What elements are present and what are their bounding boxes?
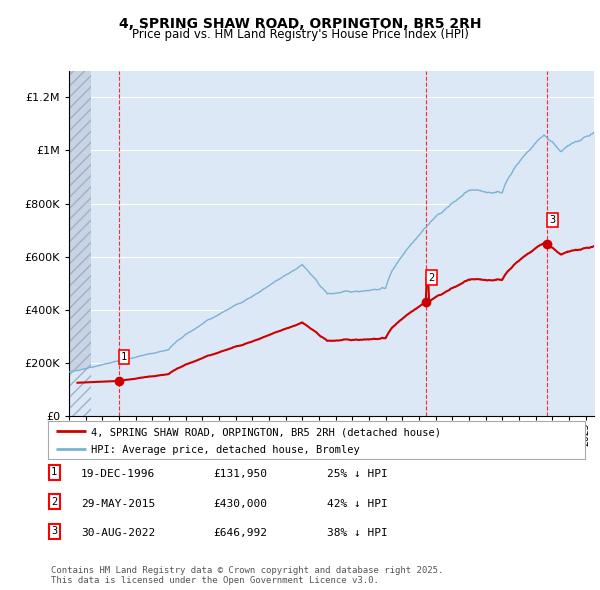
Text: 1: 1 bbox=[51, 467, 57, 477]
Text: 2: 2 bbox=[51, 497, 57, 507]
Text: Price paid vs. HM Land Registry's House Price Index (HPI): Price paid vs. HM Land Registry's House … bbox=[131, 28, 469, 41]
Bar bbox=[69, 71, 91, 416]
Text: 25% ↓ HPI: 25% ↓ HPI bbox=[327, 469, 388, 479]
Text: 38% ↓ HPI: 38% ↓ HPI bbox=[327, 528, 388, 538]
Text: 4, SPRING SHAW ROAD, ORPINGTON, BR5 2RH: 4, SPRING SHAW ROAD, ORPINGTON, BR5 2RH bbox=[119, 17, 481, 31]
Text: £430,000: £430,000 bbox=[213, 499, 267, 509]
Text: Contains HM Land Registry data © Crown copyright and database right 2025.
This d: Contains HM Land Registry data © Crown c… bbox=[51, 566, 443, 585]
Text: 2: 2 bbox=[428, 273, 434, 283]
Text: 4, SPRING SHAW ROAD, ORPINGTON, BR5 2RH (detached house): 4, SPRING SHAW ROAD, ORPINGTON, BR5 2RH … bbox=[91, 427, 441, 437]
Text: 3: 3 bbox=[549, 215, 556, 225]
Text: £131,950: £131,950 bbox=[213, 469, 267, 479]
Bar bbox=[69, 71, 91, 416]
Text: HPI: Average price, detached house, Bromley: HPI: Average price, detached house, Brom… bbox=[91, 445, 360, 455]
Text: 1: 1 bbox=[121, 352, 127, 362]
Text: 30-AUG-2022: 30-AUG-2022 bbox=[81, 528, 155, 538]
Text: 42% ↓ HPI: 42% ↓ HPI bbox=[327, 499, 388, 509]
Text: 19-DEC-1996: 19-DEC-1996 bbox=[81, 469, 155, 479]
Text: 3: 3 bbox=[51, 526, 57, 536]
Text: £646,992: £646,992 bbox=[213, 528, 267, 538]
Text: 29-MAY-2015: 29-MAY-2015 bbox=[81, 499, 155, 509]
